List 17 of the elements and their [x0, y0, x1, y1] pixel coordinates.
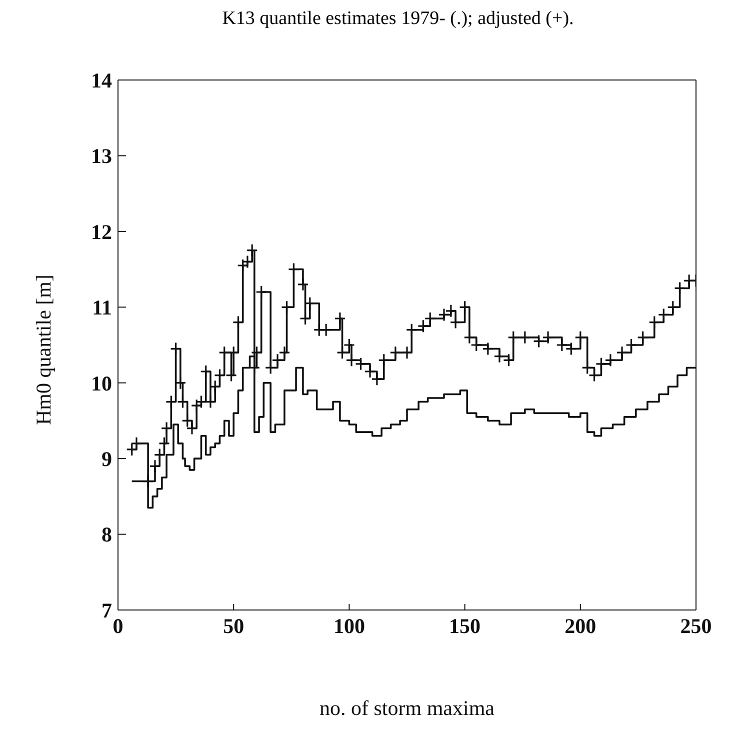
- y-tick-label: 14: [91, 68, 112, 92]
- x-tick-label: 200: [564, 614, 596, 638]
- y-tick-label: 12: [91, 220, 112, 244]
- y-tick-label: 7: [102, 598, 112, 622]
- x-axis-title: no. of storm maxima: [320, 696, 496, 720]
- y-axis-title: Hm0 quantile [m]: [31, 274, 56, 425]
- y-tick-label: 13: [91, 144, 112, 168]
- x-tick-label: 100: [333, 614, 365, 638]
- y-tick-label: 8: [102, 522, 112, 547]
- x-tick-label: 0: [112, 614, 124, 638]
- y-tick-label: 9: [102, 447, 112, 472]
- chart-title: K13 quantile estimates 1979- (.); adjusted (+).: [221, 8, 575, 30]
- y-tick-label: 11: [92, 296, 112, 320]
- x-tick-label: 250: [680, 614, 712, 638]
- y-tick-label: 10: [91, 371, 112, 396]
- x-tick-label: 50: [223, 614, 244, 638]
- x-tick-label: 150: [449, 614, 481, 638]
